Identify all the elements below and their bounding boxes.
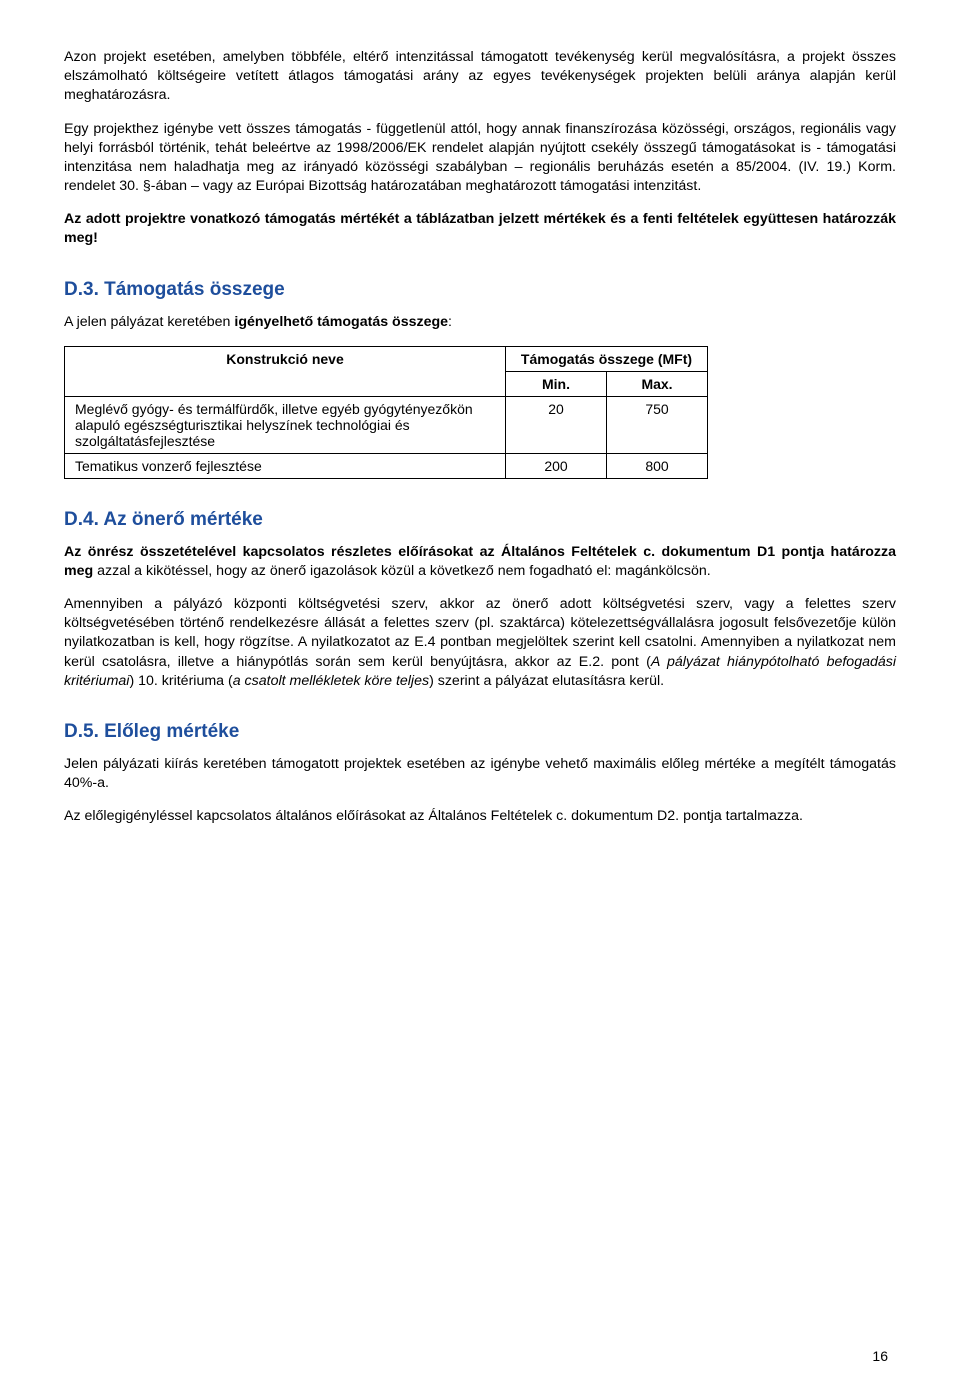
d4-p1-rest: azzal a kikötéssel, hogy az önerő igazol… (93, 563, 711, 579)
col-header-construction: Konstrukció neve (65, 346, 506, 396)
paragraph-combined-conditions: Az adott projektre vonatkozó támogatás m… (64, 210, 896, 248)
table-row: Tematikus vonzerő fejlesztése 200 800 (65, 453, 708, 478)
d5-paragraph-2: Az előlegigényléssel kapcsolatos általán… (64, 807, 896, 826)
paragraph-intensity-rule: Azon projekt esetében, amelyben többféle… (64, 48, 896, 106)
col-subheader-max: Max. (607, 371, 708, 396)
d4-paragraph-1: Az önrész összetételével kapcsolatos rés… (64, 543, 896, 581)
d4-p2-c: ) szerint a pályázat elutasításra kerül. (429, 673, 664, 689)
paragraph-aid-intensity-limit: Egy projekthez igénybe vett összes támog… (64, 120, 896, 197)
d3-intro-prefix: A jelen pályázat keretében (64, 314, 234, 330)
cell-row2-max: 800 (607, 453, 708, 478)
col-subheader-min: Min. (506, 371, 607, 396)
d3-intro-bold: igényelhető támogatás összege (234, 314, 448, 330)
d4-p2-i2: a csatolt mellékletek köre teljes (233, 673, 429, 689)
d3-intro-suffix: : (448, 314, 452, 330)
cell-row1-name: Meglévő gyógy- és termálfürdők, illetve … (65, 396, 506, 453)
d3-intro: A jelen pályázat keretében igényelhető t… (64, 313, 896, 332)
table-header-row: Konstrukció neve Támogatás összege (MFt) (65, 346, 708, 371)
cell-row1-max: 750 (607, 396, 708, 453)
heading-d4: D.4. Az önerő mértéke (64, 509, 896, 531)
page-number: 16 (872, 1348, 888, 1364)
d4-paragraph-2: Amennyiben a pályázó központi költségvet… (64, 595, 896, 691)
heading-d3: D.3. Támogatás összege (64, 279, 896, 301)
table-row: Meglévő gyógy- és termálfürdők, illetve … (65, 396, 708, 453)
heading-d5: D.5. Előleg mértéke (64, 721, 896, 743)
cell-row2-min: 200 (506, 453, 607, 478)
cell-row2-name: Tematikus vonzerő fejlesztése (65, 453, 506, 478)
document-page: Azon projekt esetében, amelyben többféle… (0, 0, 960, 1392)
support-amount-table: Konstrukció neve Támogatás összege (MFt)… (64, 346, 708, 479)
d5-paragraph-1: Jelen pályázati kiírás keretében támogat… (64, 755, 896, 793)
d4-p2-b: ) 10. kritériuma ( (129, 673, 232, 689)
col-header-amount: Támogatás összege (MFt) (506, 346, 708, 371)
cell-row1-min: 20 (506, 396, 607, 453)
